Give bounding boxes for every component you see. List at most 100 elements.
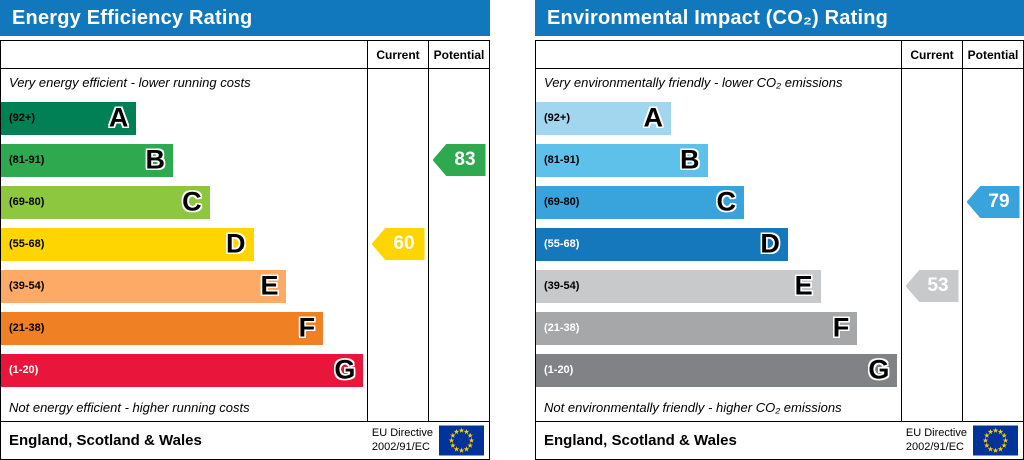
band-row-c: (69-80) C [1,181,367,223]
band-bar-g: (1-20) G [536,353,898,387]
band-range-label: (1-20) [9,364,39,376]
eu-directive-label: EU Directive 2002/91/EC [906,427,967,453]
band-row-f: (21-38) F [536,307,901,349]
region-label: England, Scotland & Wales [544,432,737,449]
current-value-column: 60 [367,69,428,421]
band-row-d: (55-68) D [536,223,901,265]
column-header-row: Current Potential [1,41,489,69]
band-letter: B [145,144,166,175]
bands-chart-area: Very energy efficient - lower running co… [1,69,367,421]
bottom-note: Not environmentally friendly - higher CO… [544,399,842,415]
potential-rating-arrow: 79 [966,186,1020,218]
energy-rating-table: Current Potential Very energy efficient … [0,40,490,460]
band-letter: F [298,312,316,343]
band-row-a: (92+) A [1,97,367,139]
band-bar-e: (39-54) E [1,269,287,303]
top-note: Very environmentally friendly - lower CO… [544,74,843,90]
band-row-g: (1-20) G [536,349,901,391]
environmental-impact-panel: Environmental Impact (CO₂) Rating Curren… [535,0,1024,460]
current-column-header: Current [367,41,428,68]
energy-title-bar: Energy Efficiency Rating [0,0,490,36]
rating-bands: (92+) A (81-91) B (69-80) C (55-68) D (39-54) E (2… [536,95,901,393]
eu-flag-icon [973,425,1018,456]
band-row-e: (39-54) E [536,265,901,307]
band-range-label: (81-91) [544,154,580,166]
band-bar-c: (69-80) C [1,185,210,219]
band-range-label: (81-91) [9,154,45,166]
band-row-e: (39-54) E [1,265,367,307]
table-footer: England, Scotland & Wales EU Directive 2… [536,421,1023,459]
band-bar-a: (92+) A [1,101,137,135]
band-letter: G [868,354,890,385]
band-range-label: (69-80) [544,196,580,208]
band-bar-b: (81-91) B [1,143,174,177]
bottom-note: Not energy efficient - higher running co… [9,399,250,415]
header-spacer [536,41,901,68]
band-row-b: (81-91) B [1,139,367,181]
region-label: England, Scotland & Wales [9,432,202,449]
band-letter: G [334,354,356,385]
band-bar-b: (81-91) B [536,143,708,177]
environmental-title-bar: Environmental Impact (CO₂) Rating [535,0,1024,36]
environmental-title: Environmental Impact (CO₂) Rating [547,6,889,29]
band-range-label: (92+) [544,112,570,124]
environmental-rating-table: Current Potential Very environmentally f… [535,40,1024,460]
potential-rating-arrow: 83 [432,144,486,176]
eu-directive-line1: EU Directive [371,427,433,440]
current-column-header: Current [901,41,962,68]
potential-column-header: Potential [428,41,489,68]
band-letter: C [182,186,202,217]
table-footer: England, Scotland & Wales EU Directive 2… [1,421,489,459]
current-value-column: 53 [901,69,962,421]
potential-value-column: 79 [962,69,1023,421]
band-bar-g: (1-20) G [1,353,364,387]
band-letter: A [643,102,664,133]
band-bar-e: (39-54) E [536,269,821,303]
band-row-f: (21-38) F [1,307,367,349]
band-range-label: (21-38) [9,322,45,334]
eu-directive-line2: 2002/91/EC [371,440,430,453]
top-note: Very energy efficient - lower running co… [9,74,251,90]
header-spacer [1,41,367,68]
energy-efficiency-panel: Energy Efficiency Rating Current Potenti… [0,0,490,460]
band-letter: D [760,228,780,259]
band-bar-d: (55-68) D [536,227,788,261]
band-range-label: (21-38) [544,322,580,334]
band-letter: E [794,270,813,301]
bands-chart-area: Very environmentally friendly - lower CO… [536,69,901,421]
rating-bands: (92+) A (81-91) B (69-80) C (55-68) D (39-54) E (2… [1,95,367,393]
rating-body: Very environmentally friendly - lower CO… [536,69,1023,421]
band-bar-f: (21-38) F [1,311,324,345]
band-row-c: (69-80) C [536,181,901,223]
band-bar-c: (69-80) C [536,185,745,219]
band-letter: C [716,186,737,217]
potential-value-column: 83 [428,69,489,421]
band-row-d: (55-68) D [1,223,367,265]
band-range-label: (55-68) [9,238,45,250]
band-bar-f: (21-38) F [536,311,858,345]
band-bar-a: (92+) A [536,101,672,135]
column-header-row: Current Potential [536,41,1023,69]
current-rating-arrow: 60 [371,228,425,260]
band-range-label: (55-68) [544,238,580,250]
band-letter: D [226,228,246,259]
eu-directive-line2: 2002/91/EC [905,440,964,453]
band-range-label: (39-54) [544,280,580,292]
band-range-label: (39-54) [9,280,45,292]
potential-column-header: Potential [962,41,1023,68]
band-bar-d: (55-68) D [1,227,254,261]
band-row-g: (1-20) G [1,349,367,391]
band-letter: F [832,312,850,343]
band-range-label: (1-20) [544,364,574,376]
band-letter: A [108,102,129,133]
band-range-label: (92+) [9,112,35,124]
energy-title: Energy Efficiency Rating [12,6,253,29]
band-letter: B [680,144,700,175]
band-letter: E [260,270,279,301]
band-range-label: (69-80) [9,196,45,208]
rating-body: Very energy efficient - lower running co… [1,69,489,421]
eu-flag-icon [439,425,484,456]
current-rating-arrow: 53 [905,270,959,302]
eu-directive-label: EU Directive 2002/91/EC [372,427,433,453]
